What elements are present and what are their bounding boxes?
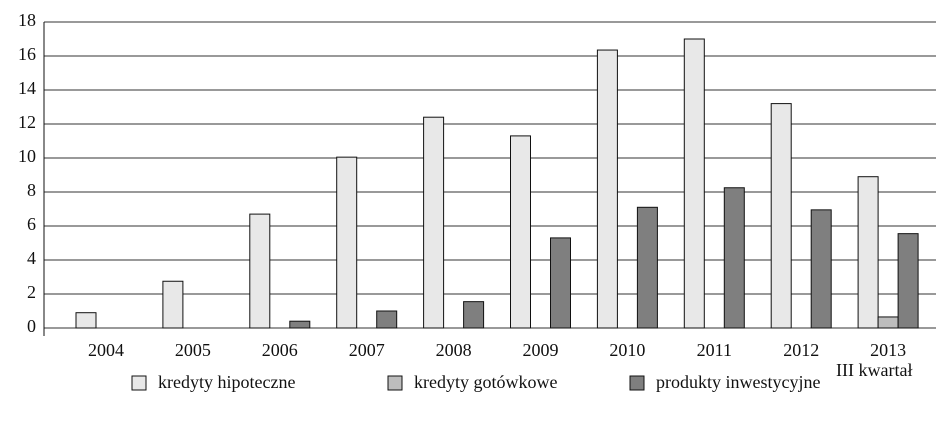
bar bbox=[877, 316, 899, 329]
x-tick-label: 2008 bbox=[436, 340, 472, 360]
bar bbox=[683, 38, 705, 329]
y-tick-label: 6 bbox=[27, 214, 36, 234]
annotation: III kwartał bbox=[836, 360, 912, 380]
bar bbox=[75, 312, 97, 329]
x-tick-label: 2005 bbox=[175, 340, 211, 360]
x-tick-label: 2007 bbox=[349, 340, 385, 360]
y-tick-label: 4 bbox=[27, 248, 36, 268]
bar bbox=[162, 280, 184, 329]
legend-swatch bbox=[387, 375, 403, 391]
bar bbox=[463, 301, 485, 329]
y-tick-label: 10 bbox=[18, 146, 36, 166]
legend-label: produkty inwestycyjne bbox=[656, 372, 820, 392]
bar bbox=[376, 310, 398, 329]
bar bbox=[723, 187, 745, 329]
bar bbox=[510, 135, 531, 329]
x-tick-label: 2006 bbox=[262, 340, 298, 360]
bar bbox=[897, 233, 919, 329]
x-tick-label: 2012 bbox=[783, 340, 819, 360]
y-tick-label: 2 bbox=[27, 282, 36, 302]
x-tick-label: 2010 bbox=[609, 340, 645, 360]
bar bbox=[423, 116, 445, 329]
x-tick-label: 2004 bbox=[88, 340, 124, 360]
bar bbox=[770, 103, 792, 329]
bar bbox=[289, 320, 311, 329]
y-tick-label: 0 bbox=[27, 316, 36, 336]
bar bbox=[336, 156, 358, 329]
legend-label: kredyty gotówkowe bbox=[414, 372, 557, 392]
y-tick-label: 12 bbox=[18, 112, 36, 132]
bar bbox=[636, 206, 658, 329]
bar bbox=[550, 237, 571, 329]
y-tick-label: 14 bbox=[18, 78, 36, 98]
legend-swatch bbox=[629, 375, 645, 391]
y-tick-label: 18 bbox=[18, 10, 36, 30]
x-tick-label: 2011 bbox=[697, 340, 732, 360]
bar bbox=[596, 49, 618, 329]
bar bbox=[857, 176, 879, 329]
x-tick-label: 2009 bbox=[523, 340, 559, 360]
y-tick-label: 8 bbox=[27, 180, 36, 200]
bar bbox=[249, 213, 271, 329]
y-tick-label: 16 bbox=[18, 44, 36, 64]
bar bbox=[810, 209, 832, 329]
legend-label: kredyty hipoteczne bbox=[158, 372, 295, 392]
legend-swatch bbox=[131, 375, 147, 391]
x-tick-label: 2013 bbox=[870, 340, 906, 360]
